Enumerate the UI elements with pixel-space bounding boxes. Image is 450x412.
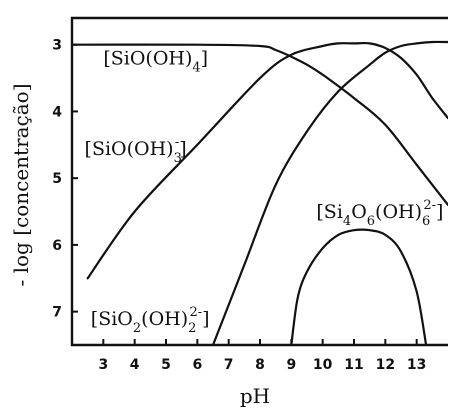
species-label-4: [SiO2(OH)22-]: [91, 305, 210, 336]
species-label-3: [Si4O6(OH)62-]: [316, 198, 443, 229]
x-tick-label: 9: [286, 357, 296, 373]
x-tick-label: 8: [255, 357, 265, 373]
y-axis-label: - log [concentração]: [9, 83, 33, 286]
series-curves: [72, 40, 448, 345]
x-axis-label: pH: [240, 384, 270, 408]
species-label-2: [SiO(OH)3-]: [85, 135, 187, 166]
x-tick-label: 10: [313, 357, 333, 373]
series-line-3: [211, 40, 448, 345]
series-line-1: [72, 43, 448, 206]
y-tick-label: 4: [52, 104, 62, 120]
x-tick-label: 12: [376, 357, 395, 373]
x-tick-label: 4: [130, 357, 140, 373]
x-tick-label: 3: [98, 357, 108, 373]
axis-ticks: 3 4 5 6 7 8 9 10 11 12 13 3 4 5 6 7: [52, 38, 426, 373]
y-tick-label: 6: [52, 238, 62, 254]
x-tick-label: 7: [224, 357, 234, 373]
y-tick-label: 7: [52, 305, 62, 321]
series-line-4: [290, 228, 428, 345]
y-tick-label: 5: [52, 171, 62, 187]
species-label-1: [SiO(OH)4]: [103, 48, 208, 76]
series-line-2: [86, 41, 448, 280]
y-tick-label: 3: [52, 38, 62, 54]
species-labels: [SiO(OH)4] [SiO(OH)3-] [Si4O6(OH)62-] [SiO2…: [85, 48, 444, 336]
x-tick-label: 5: [161, 357, 171, 373]
x-tick-label: 13: [407, 357, 426, 373]
x-tick-label: 11: [344, 357, 363, 373]
x-tick-label: 6: [192, 357, 202, 373]
